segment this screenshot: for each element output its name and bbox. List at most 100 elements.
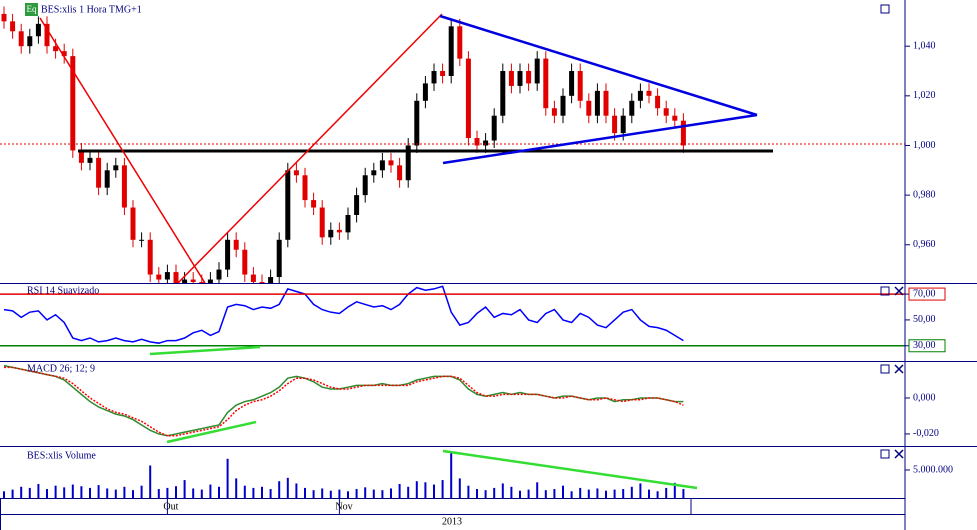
volume-bar <box>54 485 57 498</box>
y-tick-label: 5.000.000 <box>913 464 953 475</box>
candle-body <box>577 71 583 101</box>
candle-body <box>53 46 59 52</box>
candle-body <box>233 239 239 250</box>
panel <box>1 6 686 283</box>
y-tick-label: 1,040 <box>913 40 936 51</box>
candle-body <box>259 282 265 283</box>
triangle-line <box>439 14 758 117</box>
volume-bar <box>235 478 238 498</box>
candle-body <box>508 71 514 86</box>
volume-bar <box>192 488 195 498</box>
volume-bar <box>458 478 461 498</box>
candle-body <box>345 214 351 233</box>
candle-body <box>646 90 652 96</box>
maximize-icon[interactable] <box>880 449 890 459</box>
trend-line <box>39 17 206 283</box>
panel-title[interactable]: BES:xlis 1 Hora TMG+1 <box>41 4 142 15</box>
maximize-icon[interactable] <box>880 286 890 296</box>
volume-bar <box>123 486 126 498</box>
volume-bar <box>605 490 607 498</box>
volume-bar <box>587 489 590 498</box>
series-line <box>4 366 684 437</box>
candle-body <box>293 170 299 176</box>
volume-bar <box>106 488 109 498</box>
candle-body <box>448 26 454 76</box>
volume-bar <box>321 488 324 498</box>
volume-bar <box>450 452 453 498</box>
candle-body <box>543 58 549 109</box>
volume-bar <box>252 487 255 498</box>
y-tick-label: 0,000 <box>913 392 936 403</box>
candle-body <box>182 279 188 283</box>
volume-bar <box>89 487 91 498</box>
candle-body <box>586 100 592 116</box>
candle-body <box>1 13 7 22</box>
candle-body <box>440 71 446 76</box>
candle-body <box>113 165 119 171</box>
close-icon[interactable] <box>894 286 904 459</box>
maximize-icon[interactable] <box>880 4 890 14</box>
candle-body <box>104 170 110 188</box>
y-tick-label: 50,00 <box>913 314 936 325</box>
panel-title[interactable]: MACD 26; 12; 9 <box>27 363 95 374</box>
volume-bar <box>424 482 427 498</box>
candle-body <box>285 170 291 240</box>
badge <box>25 3 38 16</box>
drawings <box>0 13 905 490</box>
candle-body <box>250 274 256 283</box>
candle-body <box>672 115 678 121</box>
triangle-line <box>442 113 758 165</box>
volume-bar <box>639 483 642 498</box>
volume-bar <box>37 483 40 498</box>
volume-bar <box>157 489 160 498</box>
panel-title[interactable]: RSI 14 Suavizado <box>27 285 99 296</box>
volume-bar <box>536 482 539 498</box>
candle-body <box>18 31 24 47</box>
candle-body <box>242 249 248 275</box>
candle-body <box>354 195 360 215</box>
candle-body <box>655 95 661 109</box>
tick-label-box <box>908 339 946 353</box>
volume-bar <box>11 489 14 498</box>
volume-bar <box>243 485 246 498</box>
candle-body <box>10 21 16 32</box>
candle-body <box>268 277 274 283</box>
panel <box>3 364 684 437</box>
volume-bar <box>579 487 582 498</box>
y-tick-label: 1,000 <box>913 140 936 151</box>
volume-bar <box>673 482 676 498</box>
volume-bar <box>175 486 177 498</box>
volume-bar <box>132 490 134 498</box>
x-tick-label: Nov <box>335 501 352 512</box>
volume-bar <box>218 486 220 498</box>
candle-body <box>44 23 50 47</box>
volume-bar <box>3 491 5 498</box>
volume-bar <box>278 481 281 498</box>
volume-bar <box>372 489 375 498</box>
y-tick-label: -0,020 <box>913 428 939 439</box>
panel <box>3 452 685 498</box>
candle-body <box>121 165 127 208</box>
candle-body <box>629 100 635 116</box>
maximize-icon[interactable] <box>880 364 890 374</box>
volume-bar <box>622 489 625 498</box>
volume-bar <box>28 487 31 498</box>
y-tick-label: 1,020 <box>913 90 936 101</box>
candle-body <box>431 71 437 84</box>
candle-body <box>87 157 93 163</box>
candle-body <box>164 272 170 280</box>
volume-bar <box>200 489 203 498</box>
candle-body <box>302 175 308 201</box>
volume-bar <box>570 491 573 498</box>
volume-bar <box>562 485 564 498</box>
candle-body <box>526 71 532 84</box>
y-tick-label: 30,00 <box>913 340 936 351</box>
volume-bar <box>364 487 367 498</box>
candle-body <box>173 272 179 283</box>
candle-body <box>569 71 575 96</box>
volume-bar <box>407 486 410 498</box>
badge-text: Eq <box>27 4 37 14</box>
candle-body <box>594 90 600 116</box>
candle-body <box>225 239 231 270</box>
